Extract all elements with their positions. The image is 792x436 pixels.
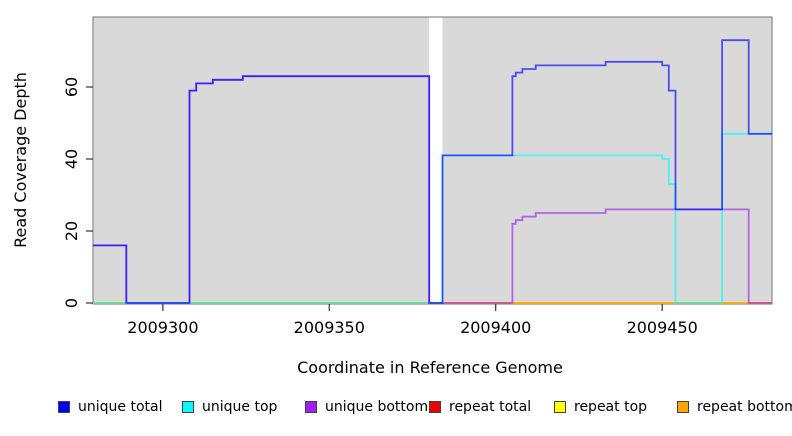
axes: 2009300 2009350 2009400 2009450 0 20 40 60 [62,77,698,337]
y-axis-title: Read Coverage Depth [11,72,30,248]
x-tick-label: 2009300 [127,318,198,337]
x-tick-label: 2009450 [627,318,698,337]
y-tick-label: 0 [62,298,81,308]
legend-swatch [677,401,689,413]
plot-panels [92,16,773,305]
panel-left [93,17,430,304]
x-tick-label: 2009400 [460,318,531,337]
legend-swatch [305,401,317,413]
legend-label: repeat bottom [697,399,792,415]
legend-label: unique total [78,399,163,415]
legend-item-unique-bottom: unique bottom [305,399,429,415]
y-tick-label: 60 [62,77,81,97]
legend-swatch [58,401,70,413]
x-tick-label: 2009350 [294,318,365,337]
legend-label: repeat total [449,399,532,415]
legend-swatch [182,401,194,413]
legend-label: repeat top [574,399,648,415]
legend-item-repeat-bottom: repeat bottom [677,399,792,415]
panel-right [442,17,772,304]
legend-swatch [554,401,566,413]
legend-label: unique top [202,399,278,415]
series-lines [93,39,772,304]
panel-border [92,16,773,305]
y-tick-label: 40 [62,149,81,169]
legend-label: unique bottom [325,399,429,415]
legend-item-repeat-total: repeat total [429,399,532,415]
y-tick-label: 20 [62,221,81,241]
legend-item-unique-total: unique total [58,399,163,415]
legend-item-repeat-top: repeat top [554,399,648,415]
series-line-unique-total [93,39,772,304]
legend-item-unique-top: unique top [182,399,278,415]
x-axis-title: Coordinate in Reference Genome [297,358,563,377]
legend-swatch [429,401,441,413]
